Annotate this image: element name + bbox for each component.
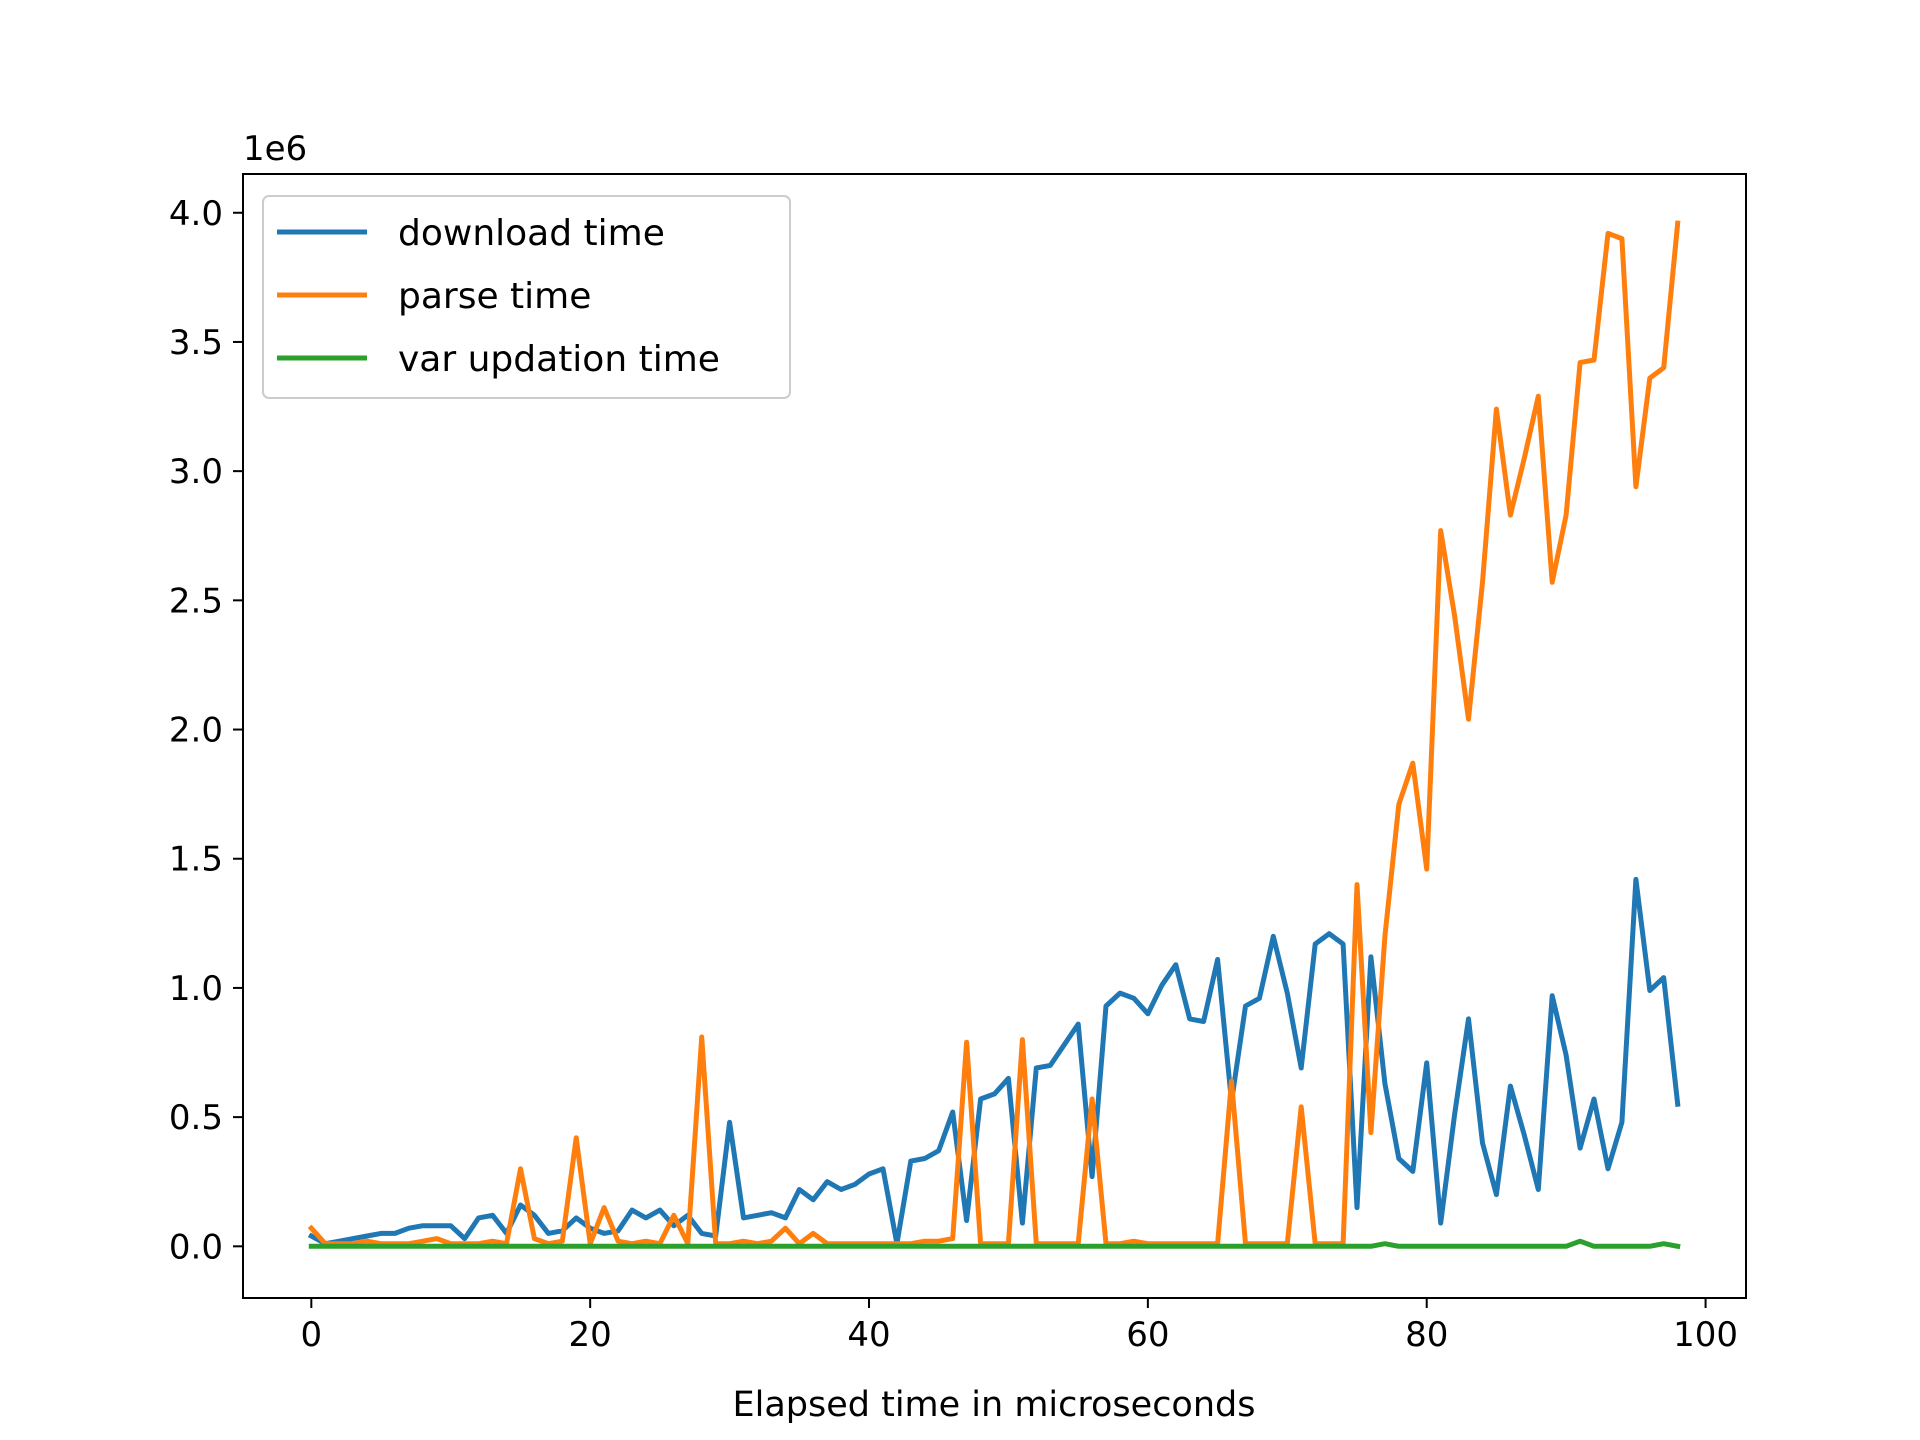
- y-tick-label: 0.0: [169, 1227, 223, 1267]
- x-axis-label: Elapsed time in microseconds: [732, 1385, 1255, 1425]
- y-axis: 0.0 0.5 1.0 1.5 2.0 2.5 3.0 3.5 4.0: [169, 194, 243, 1267]
- series-layer: [307, 220, 1681, 1250]
- legend-box: [262, 195, 791, 399]
- x-tick-label: 40: [847, 1315, 890, 1355]
- x-tick-label: 20: [569, 1315, 612, 1355]
- y-tick-label: 2.0: [169, 711, 223, 751]
- series-line-var-updation-time: [308, 1238, 1681, 1250]
- legend-label: download time: [398, 213, 665, 254]
- y-tick-label: 2.5: [169, 581, 223, 621]
- x-tick-label: 60: [1126, 1315, 1169, 1355]
- y-offset-label: 1e6: [243, 129, 307, 169]
- y-tick-label: 1.0: [169, 969, 223, 1009]
- x-tick-label: 100: [1673, 1315, 1738, 1355]
- y-tick-label: 3.5: [169, 323, 223, 363]
- y-tick-label: 1.5: [169, 840, 223, 880]
- plot-frame: [242, 173, 1747, 1299]
- series-line-download-time: [307, 876, 1681, 1247]
- x-axis: 0 20 40 60 80 100: [300, 1298, 1738, 1355]
- y-tick-label: 3.0: [169, 452, 223, 492]
- y-tick-label: 0.5: [169, 1098, 223, 1138]
- y-tick-label: 4.0: [169, 194, 223, 234]
- x-tick-label: 0: [300, 1315, 322, 1355]
- x-tick-label: 80: [1405, 1315, 1448, 1355]
- legend-label: parse time: [398, 276, 591, 317]
- series-line-parse-time: [307, 220, 1681, 1247]
- legend: download time parse time var updation time: [262, 195, 791, 399]
- legend-label: var updation time: [398, 339, 720, 380]
